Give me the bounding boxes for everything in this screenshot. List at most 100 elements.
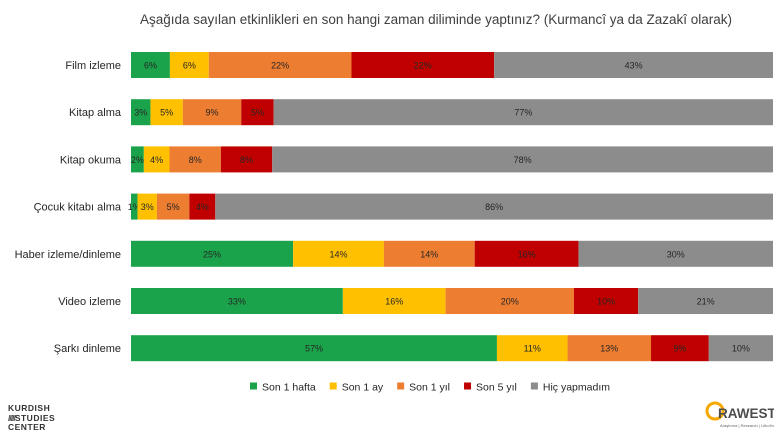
bar-segment [208, 52, 352, 78]
data-label: 78% [514, 155, 532, 165]
bar-row: Kitap okuma 2% 4% 8% 8% 78% [60, 146, 773, 173]
data-label: 14% [420, 249, 438, 259]
category-label: Kitap alma [69, 107, 122, 119]
data-label: 16% [518, 249, 536, 259]
bar-segment [189, 193, 216, 220]
data-label: 8% [240, 155, 253, 165]
data-label: 4% [196, 202, 209, 212]
bar-segment [273, 99, 773, 126]
category-label: Film izleme [65, 60, 121, 72]
bar-segment [383, 240, 475, 267]
bar-segment [131, 146, 144, 173]
bar-segment [496, 335, 568, 362]
logo-word-center: CENTER [8, 422, 46, 432]
data-label: 6% [144, 61, 157, 71]
legend-item: Son 1 hafta [250, 382, 316, 394]
bar-segment [131, 288, 343, 314]
data-label: 6% [183, 61, 196, 71]
legend-item: Hiç yapmadım [530, 382, 610, 394]
bar-segment [137, 193, 157, 220]
bar-segment [131, 52, 170, 78]
rawest-tagline: Araştırma | Research | Lêkolîn [720, 423, 774, 428]
bar-segment [131, 193, 138, 220]
bar-segment [474, 240, 579, 267]
rawest-logo: RAWEST Araştırma | Research | Lêkolîn [705, 401, 774, 428]
data-label: 3% [141, 202, 154, 212]
bar-segment [150, 99, 183, 126]
legend-label: Son 5 yıl [476, 382, 517, 394]
data-label: 13% [600, 344, 618, 354]
chart-title: Aşağıda sayılan etkinlikleri en son hang… [140, 12, 732, 27]
data-label: 14% [330, 249, 348, 259]
legend-swatch [530, 382, 538, 390]
bar-segment [156, 193, 190, 220]
bar-segment [169, 146, 221, 173]
category-label: Çocuk kitabı alma [34, 202, 122, 214]
bar-segment [638, 288, 773, 314]
bar-segment [220, 146, 273, 173]
data-label: 77% [514, 108, 532, 118]
data-label: 22% [414, 61, 432, 71]
bar-segment [708, 335, 773, 362]
legend: Son 1 hafta Son 1 ay Son 1 yıl Son 5 yıl Hiç… [250, 382, 610, 394]
data-label: 9% [206, 108, 219, 118]
category-label: Video izleme [58, 296, 121, 308]
kurdish-studies-center-logo: KURDISH /////STUDIES CENTER [8, 403, 56, 433]
data-label: 5% [167, 202, 180, 212]
bar-segment [131, 99, 151, 126]
bar-segment [293, 240, 384, 267]
bar-segment [567, 335, 652, 362]
data-label: 57% [305, 344, 323, 354]
logo-word-studies: STUDIES [14, 412, 56, 423]
data-label: 33% [228, 297, 246, 307]
legend-swatch [397, 382, 405, 390]
legend-label: Son 1 ay [342, 382, 384, 394]
data-label: 21% [697, 297, 715, 307]
bar-segment [131, 240, 294, 267]
logo-word-kurdish: KURDISH [8, 403, 51, 413]
bar-row: Haber izleme/dinleme 25% 14% 14% 16% 30% [15, 240, 773, 267]
rawest-name: RAWEST [718, 406, 774, 421]
data-label: 3% [134, 108, 147, 118]
data-label: 86% [485, 202, 503, 212]
bar-row: Şarkı dinleme 57% 11% 13% 9% 10% [54, 335, 773, 362]
bar-segment [651, 335, 709, 362]
data-label: 5% [160, 108, 173, 118]
data-label: 22% [271, 61, 289, 71]
bar-segment [143, 146, 170, 173]
bar-segment [494, 52, 773, 78]
data-label: 9% [673, 344, 686, 354]
bar-segment [578, 240, 773, 267]
bar-segment [215, 193, 774, 220]
bar-row: Video izleme 33% 16% 20% 10% 21% [58, 288, 773, 314]
legend-label: Son 1 hafta [262, 382, 316, 394]
bar-segment [272, 146, 773, 173]
data-label: 1% [128, 202, 141, 212]
bar-row: Film izleme 6% 6% 22% 22% 43% [65, 52, 773, 78]
category-label: Kitap okuma [60, 154, 122, 166]
bar-segment [351, 52, 495, 78]
data-label: 11% [524, 344, 541, 354]
legend-label: Son 1 yıl [409, 382, 450, 394]
data-label: 10% [732, 344, 750, 354]
data-label: 8% [189, 155, 202, 165]
legend-swatch [329, 382, 337, 390]
data-label: 25% [203, 249, 221, 259]
data-label: 20% [501, 297, 519, 307]
bar-segment [342, 288, 446, 314]
bar-row: Çocuk kitabı alma 1% 3% 5% 4% 86% [34, 193, 774, 220]
category-label: Haber izleme/dinleme [15, 249, 121, 261]
logo-hatch-icon: ///// [8, 412, 16, 423]
legend-label: Hiç yapmadım [543, 382, 610, 394]
legend-swatch [250, 382, 257, 390]
data-label: 16% [385, 297, 403, 307]
data-label: 5% [251, 108, 264, 118]
legend-item: Son 1 ay [329, 382, 384, 394]
data-label: 10% [597, 297, 615, 307]
legend-item: Son 5 yıl [464, 382, 517, 394]
data-label: 30% [667, 249, 685, 259]
bar-segment [445, 288, 574, 314]
bar-segment [169, 52, 209, 78]
bar-segment [182, 99, 242, 126]
